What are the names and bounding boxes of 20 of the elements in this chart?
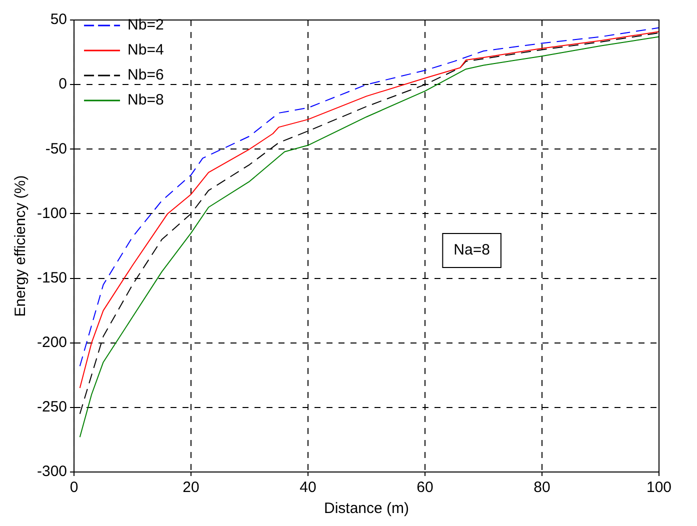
x-axis-title: Distance (m): [324, 500, 410, 518]
legend-label: Nb=4: [128, 42, 164, 59]
x-tick-label: 0: [70, 479, 78, 496]
y-tick-label: -150: [36, 269, 68, 286]
y-tick-label: -200: [36, 334, 68, 351]
legend-label: Nb=6: [128, 66, 164, 84]
y-axis-title: Energy efficiency (%): [12, 175, 30, 317]
y-tick-label: 50: [50, 11, 68, 28]
x-tick-label: 40: [300, 479, 316, 496]
legend-label: Nb=8: [128, 92, 164, 109]
y-tick-label: -300: [36, 463, 68, 480]
x-tick-label: 20: [182, 479, 200, 496]
annotation: Na=8: [454, 242, 490, 259]
y-tick-label: 0: [58, 76, 68, 93]
y-tick-label: -50: [45, 140, 68, 158]
y-tick-label: -100: [36, 204, 68, 222]
y-tick-label: -250: [36, 398, 68, 416]
x-tick-label: 60: [416, 479, 434, 496]
x-tick-label: 100: [646, 479, 672, 496]
x-tick-label: 80: [534, 479, 550, 496]
